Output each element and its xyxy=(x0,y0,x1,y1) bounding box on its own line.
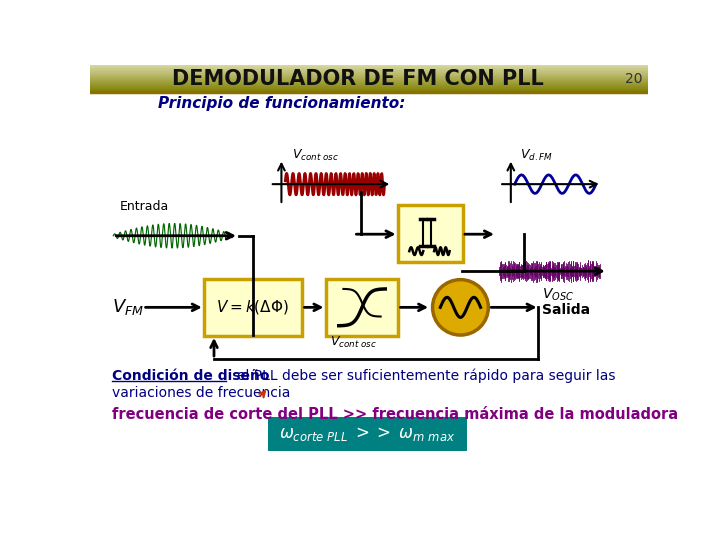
Bar xyxy=(90,70,648,71)
Circle shape xyxy=(433,280,488,335)
FancyBboxPatch shape xyxy=(269,417,467,451)
Bar xyxy=(90,78,648,79)
Bar xyxy=(90,69,648,70)
Bar xyxy=(90,85,648,86)
Bar xyxy=(90,77,648,78)
Bar xyxy=(90,87,648,89)
Bar xyxy=(90,72,648,73)
Text: $V_{cont\ osc}$: $V_{cont\ osc}$ xyxy=(292,148,338,163)
FancyBboxPatch shape xyxy=(325,279,398,336)
Bar xyxy=(90,81,648,82)
Bar xyxy=(90,74,648,75)
Text: variaciones de frecuencia: variaciones de frecuencia xyxy=(112,386,290,400)
Bar xyxy=(90,69,648,70)
Bar xyxy=(90,66,648,68)
Bar xyxy=(90,80,648,81)
Bar xyxy=(90,88,648,89)
Bar xyxy=(90,90,648,91)
Bar xyxy=(90,78,648,79)
Bar xyxy=(90,82,648,83)
Bar xyxy=(90,71,648,72)
Bar xyxy=(90,91,648,92)
Bar xyxy=(90,72,648,73)
Bar xyxy=(90,83,648,84)
Text: frecuencia de corte del PLL >> frecuencia máxima de la moduladora: frecuencia de corte del PLL >> frecuenci… xyxy=(112,407,678,422)
Text: Principio de funcionamiento:: Principio de funcionamiento: xyxy=(158,96,405,111)
Bar xyxy=(90,89,648,90)
Bar xyxy=(90,73,648,74)
Text: $V_{FM}$: $V_{FM}$ xyxy=(112,298,144,318)
Bar xyxy=(90,80,648,82)
Bar xyxy=(90,85,648,86)
Text: $V_{OSC}$: $V_{OSC}$ xyxy=(542,286,574,302)
Bar xyxy=(90,66,648,67)
Bar xyxy=(90,65,648,66)
Bar xyxy=(90,68,648,69)
Bar xyxy=(90,84,648,85)
Bar xyxy=(90,77,648,78)
Text: Condición de diseño: Condición de diseño xyxy=(112,369,269,383)
Bar xyxy=(90,79,648,80)
Text: $V = k(\Delta\Phi)$: $V = k(\Delta\Phi)$ xyxy=(216,298,289,316)
Bar xyxy=(90,86,648,87)
FancyBboxPatch shape xyxy=(397,205,463,262)
Text: $V_{d.FM}$: $V_{d.FM}$ xyxy=(520,148,553,163)
Text: DEMODULADOR DE FM CON PLL: DEMODULADOR DE FM CON PLL xyxy=(171,69,544,89)
Bar xyxy=(90,75,648,76)
Text: 20: 20 xyxy=(625,72,643,86)
Text: Salida: Salida xyxy=(542,302,590,316)
FancyBboxPatch shape xyxy=(204,279,302,336)
Text: Entrada: Entrada xyxy=(120,200,168,213)
Bar xyxy=(90,67,648,68)
Bar xyxy=(90,86,648,87)
Text: : el PLL debe ser suficientemente rápido para seguir las: : el PLL debe ser suficientemente rápido… xyxy=(228,369,616,383)
Bar xyxy=(90,64,648,65)
Bar xyxy=(90,89,648,90)
Bar xyxy=(90,83,648,84)
Text: $V_{cont\ osc}$: $V_{cont\ osc}$ xyxy=(330,335,377,350)
Bar xyxy=(90,76,648,77)
Text: $\omega_{corte\ PLL}\ >>\ \omega_{m\ max}$: $\omega_{corte\ PLL}\ >>\ \omega_{m\ max… xyxy=(279,426,456,443)
Bar xyxy=(90,75,648,76)
